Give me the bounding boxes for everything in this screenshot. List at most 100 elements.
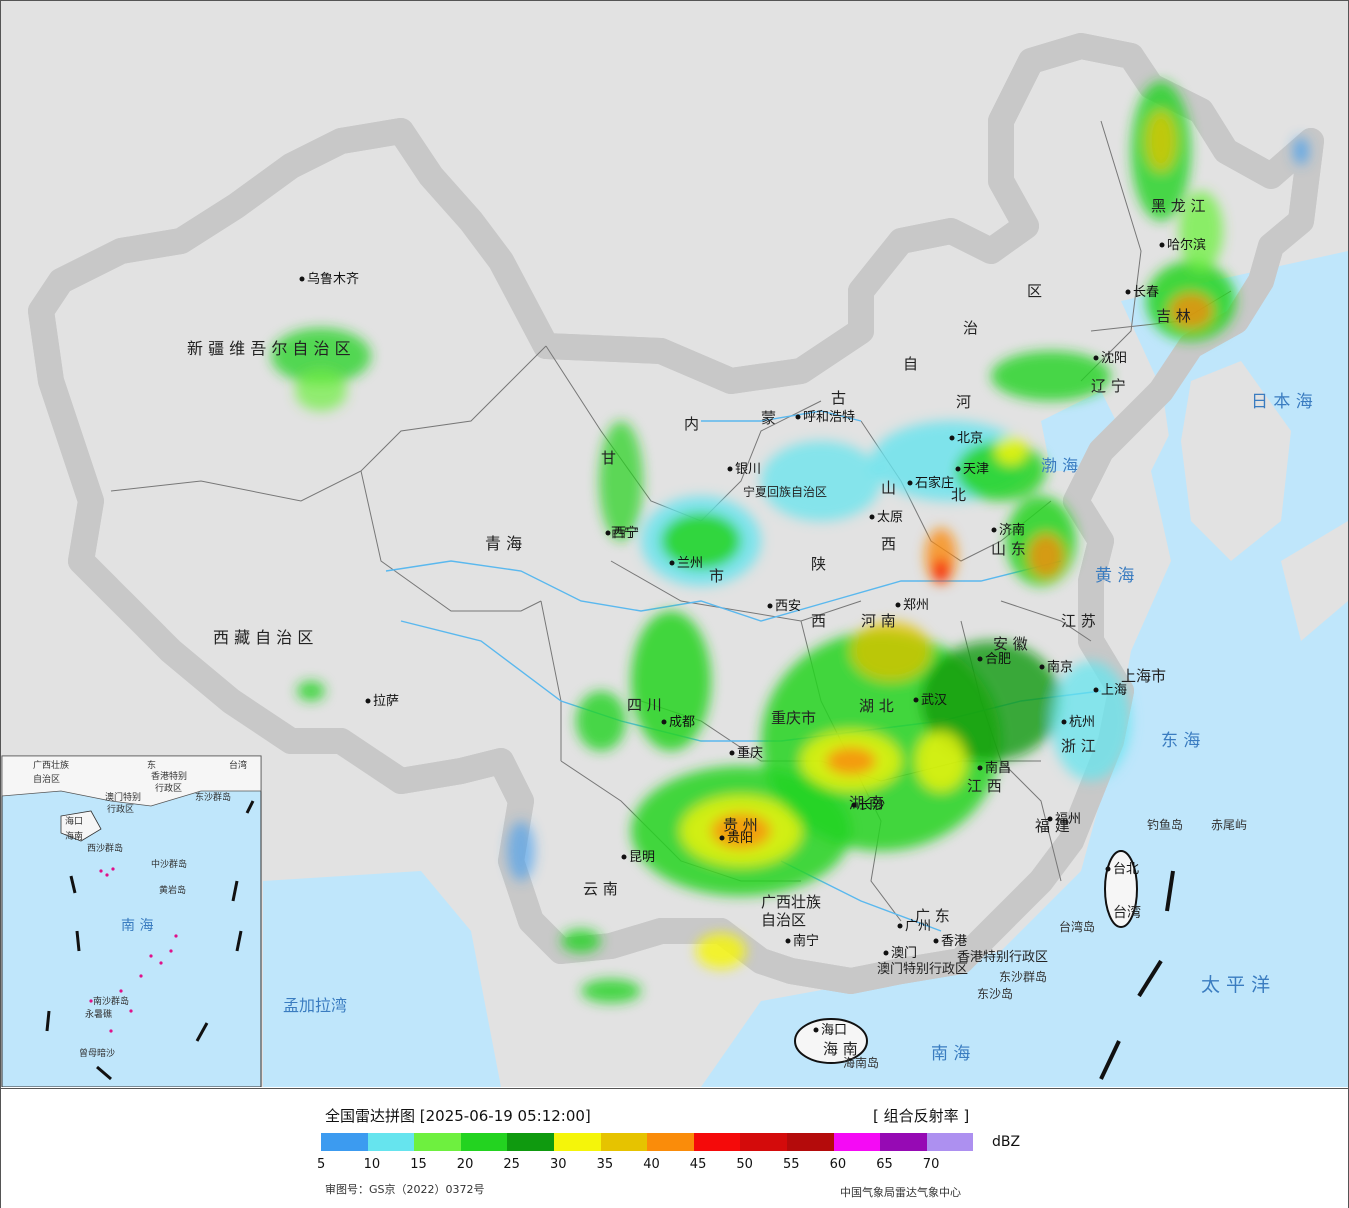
city-marker xyxy=(1061,719,1067,725)
taiwan-island-shape xyxy=(1104,850,1138,928)
inset-label: 西沙群岛 xyxy=(87,842,123,854)
province-label: 宁夏回族自治区 xyxy=(743,484,827,499)
city-marker xyxy=(913,697,919,703)
inset-label: 东 xyxy=(147,759,156,771)
province-label: 西 藏 自 治 区 xyxy=(213,628,313,647)
province-label: 区 xyxy=(1027,282,1042,300)
color-swatch xyxy=(693,1133,741,1151)
city-label: 台北 xyxy=(1113,862,1139,877)
inset-label: 南 海 xyxy=(121,918,153,934)
province-label: 治 xyxy=(963,319,978,337)
color-swatch xyxy=(833,1133,881,1151)
city-marker xyxy=(1093,687,1099,693)
inset-label: 自治区 xyxy=(33,773,60,785)
scale-tick-label: 35 xyxy=(596,1157,614,1172)
city-marker xyxy=(795,414,801,420)
city-marker xyxy=(605,530,611,536)
city-label: 武汉 xyxy=(921,693,947,708)
city-marker xyxy=(1039,664,1045,670)
city-marker xyxy=(869,514,875,520)
province-label: 广西壮族 xyxy=(761,893,821,911)
city-marker xyxy=(785,938,791,944)
city-label: 重庆 xyxy=(737,745,763,761)
city-label: 西安 xyxy=(775,599,801,614)
city-marker xyxy=(883,950,889,956)
province-label: 陕 xyxy=(811,555,826,573)
city-label: 北京 xyxy=(957,431,983,446)
province-label: 吉 林 xyxy=(1156,307,1191,325)
city-marker xyxy=(977,656,983,662)
province-label: 青 海 xyxy=(485,534,522,553)
city-label: 杭州 xyxy=(1069,715,1095,730)
city-marker xyxy=(299,276,305,282)
province-label: 湖 北 xyxy=(859,697,894,715)
korea-land xyxy=(1181,361,1291,561)
city-marker xyxy=(1047,816,1053,822)
legend-panel: 全国雷达拼图 [2025-06-19 05:12:00] [ 组合反射率 ] d… xyxy=(1,1088,1348,1208)
city-label: 拉萨 xyxy=(373,694,399,709)
city-label: 南宁 xyxy=(793,933,819,949)
province-label: 浙 江 xyxy=(1061,737,1096,755)
city-marker xyxy=(991,527,997,533)
scale-tick-label: 10 xyxy=(363,1157,381,1172)
city-label: 上海 xyxy=(1101,683,1127,698)
scale-tick-label: 20 xyxy=(456,1157,474,1172)
city-label: 郑州 xyxy=(903,598,929,613)
province-label: 安 徽 xyxy=(993,635,1028,653)
color-swatch xyxy=(367,1133,415,1151)
legend-title: 全国雷达拼图 [2025-06-19 05:12:00] xyxy=(325,1107,591,1125)
province-label: 黑 龙 江 xyxy=(1151,197,1206,215)
scale-tick-label: 60 xyxy=(829,1157,847,1172)
city-marker xyxy=(955,466,961,472)
city-label: 成都 xyxy=(669,715,695,730)
inset-label: 永暑礁 xyxy=(85,1008,112,1020)
city-marker xyxy=(949,435,955,441)
sea-bengal xyxy=(263,871,501,1087)
scale-tick-label: 70 xyxy=(922,1157,940,1172)
island-label: 台湾岛 xyxy=(1059,919,1095,934)
inset-label: 曾母暗沙 xyxy=(79,1047,115,1059)
city-label: 长春 xyxy=(1133,285,1159,300)
province-label: 河 南 xyxy=(861,612,896,630)
inset-label: 中沙群岛 xyxy=(151,858,187,870)
island-label: 赤尾屿 xyxy=(1211,818,1247,832)
city-label: 澳门 xyxy=(891,945,917,961)
scale-tick-label: 65 xyxy=(876,1157,893,1172)
color-swatch xyxy=(321,1133,368,1151)
city-label: 呼和浩特 xyxy=(803,410,855,425)
city-marker xyxy=(851,802,857,808)
radar-echoes xyxy=(271,81,1309,1003)
city-label: 济南 xyxy=(999,522,1025,538)
city-label: 南昌 xyxy=(985,760,1011,776)
province-label: 市 xyxy=(709,567,724,585)
scale-tick-label: 50 xyxy=(736,1157,753,1172)
city-label: 哈尔滨 xyxy=(1167,237,1206,253)
province-label: 蒙 xyxy=(761,409,776,427)
inset-label: 海口 xyxy=(65,815,83,827)
island-label: 东沙岛 xyxy=(977,986,1013,1001)
city-label: 贵阳 xyxy=(727,831,753,846)
city-marker xyxy=(933,938,939,944)
province-label: 广 东 xyxy=(915,907,950,925)
source-credit: 中国气象局雷达气象中心 xyxy=(840,1186,961,1199)
sea-label: 太 平 洋 xyxy=(1201,974,1270,996)
legend-unit: dBZ xyxy=(992,1134,1021,1150)
province-label: 古 xyxy=(831,389,846,407)
inset-label: 黄岩岛 xyxy=(159,884,186,896)
inset-label: 澳门特别 xyxy=(105,791,141,803)
province-label: 西 xyxy=(811,612,826,630)
island-label: 东沙群岛 xyxy=(999,969,1047,984)
city-marker xyxy=(729,750,735,756)
color-swatch xyxy=(507,1133,554,1151)
city-marker xyxy=(895,602,901,608)
city-marker xyxy=(621,854,627,860)
city-label: 长沙 xyxy=(859,798,885,813)
city-label: 合肥 xyxy=(985,652,1011,667)
province-label: 香港特别行政区 xyxy=(957,950,1048,965)
sea-label: 孟加拉湾 xyxy=(283,996,347,1015)
city-marker xyxy=(897,923,903,929)
province-label: 辽 宁 xyxy=(1091,377,1126,395)
